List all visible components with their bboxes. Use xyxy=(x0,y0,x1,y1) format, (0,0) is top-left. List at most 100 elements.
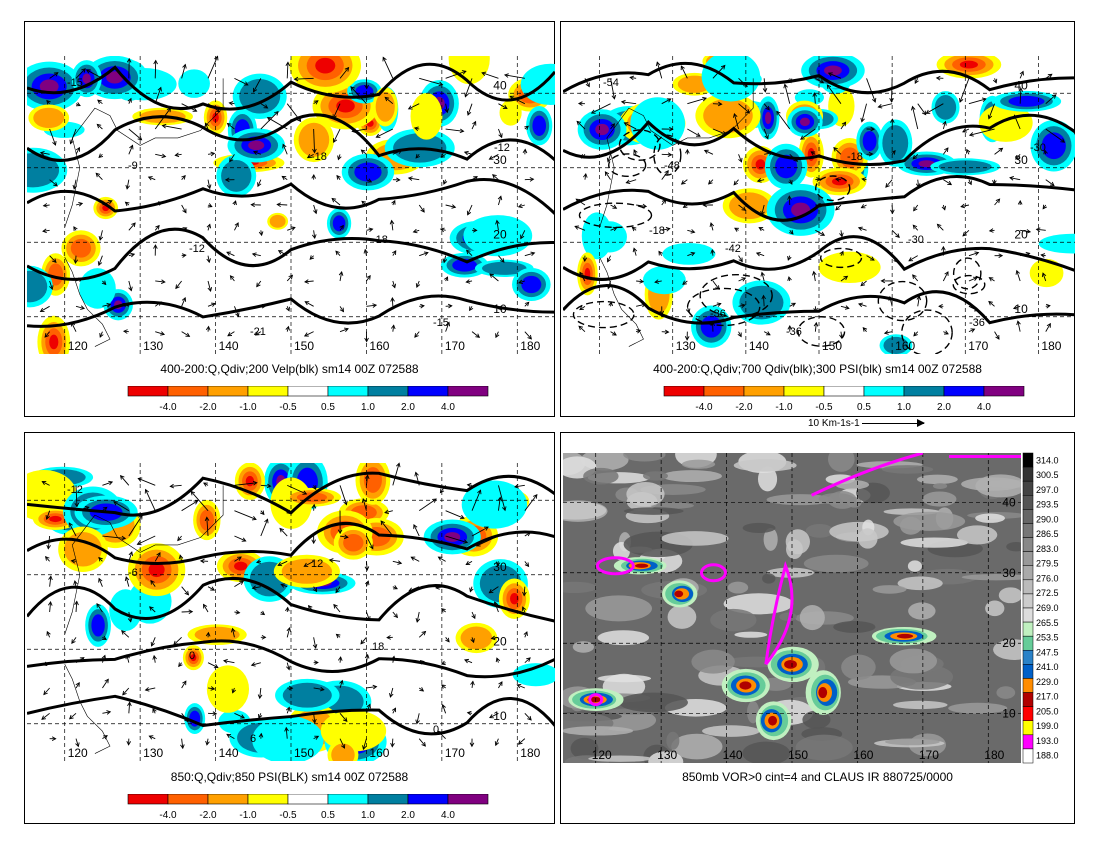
contour-label: 0 xyxy=(433,724,439,736)
wind-vector-head xyxy=(606,157,612,163)
wind-vector-head xyxy=(129,144,134,150)
wind-vector xyxy=(49,255,57,263)
panel-upper-qdiv-psi: -54 -48 -42 -36 -18 -30 -36 -30 -18 -36 130 140 150 1… xyxy=(560,21,1075,417)
convection-cell xyxy=(635,563,649,568)
wind-vector-head xyxy=(464,92,469,98)
wind-vector xyxy=(414,331,420,338)
wind-vector-head xyxy=(776,110,781,116)
wind-vector-head xyxy=(960,203,966,209)
lon-label: 120 xyxy=(592,748,612,762)
wind-vector-head xyxy=(188,609,194,615)
colorbar-swatch xyxy=(823,386,865,397)
wind-vector-head xyxy=(210,586,216,591)
wind-vector-head xyxy=(312,718,317,724)
wind-vector xyxy=(445,535,468,543)
wind-vector xyxy=(912,106,919,130)
wind-vector xyxy=(591,103,611,114)
wind-vector xyxy=(391,220,394,231)
wind-vector xyxy=(968,252,979,257)
wind-vector-head xyxy=(331,197,337,203)
qdiv-blob xyxy=(755,159,766,170)
wind-vector xyxy=(445,70,467,79)
grid-lines xyxy=(27,56,555,354)
wind-vector-head xyxy=(445,321,451,327)
wind-vector xyxy=(207,224,211,231)
wind-vector xyxy=(913,331,919,337)
cloud-patch xyxy=(572,641,595,653)
wind-vector-head xyxy=(364,653,370,659)
wind-vector xyxy=(207,255,210,263)
wind-vector-head xyxy=(204,122,209,128)
qdiv-blob xyxy=(49,334,59,350)
wind-vector-head xyxy=(366,275,371,280)
wind-vector xyxy=(994,198,1000,206)
ir-colorbar-label: 290.0 xyxy=(1036,514,1059,524)
cloud-patch xyxy=(588,755,653,762)
wind-vector-head xyxy=(304,301,310,306)
wind-vector-head xyxy=(880,278,886,284)
wind-vector-head xyxy=(1042,204,1047,210)
wind-vector-head xyxy=(839,250,844,256)
wind-vector-head xyxy=(160,331,166,336)
wind-vector-head xyxy=(787,195,792,200)
wind-vector-head xyxy=(967,180,972,186)
wind-vector xyxy=(313,586,317,592)
contour-label: -15 xyxy=(67,77,83,89)
wind-vector xyxy=(1009,177,1021,181)
wind-vector-head xyxy=(761,294,767,300)
wind-vector xyxy=(206,738,209,745)
wind-vector xyxy=(102,481,113,486)
wind-vector-head xyxy=(46,99,51,105)
colorbar-label: 0.5 xyxy=(321,810,335,821)
wind-vector-head xyxy=(860,204,866,209)
wind-vector-head xyxy=(46,544,51,550)
cloud-patch xyxy=(619,692,688,713)
wind-vector xyxy=(757,179,765,182)
wind-vector-head xyxy=(311,539,316,545)
ir-colorbar-swatch xyxy=(1022,495,1034,510)
wind-vector xyxy=(959,78,970,103)
wind-vector-head xyxy=(72,184,78,190)
lat-label: 20 xyxy=(1002,636,1016,650)
ir-colorbar-label: 269.0 xyxy=(1036,603,1059,613)
qdiv-blob xyxy=(452,258,477,272)
contour-label: 18 xyxy=(372,641,384,653)
wind-vector xyxy=(912,224,919,231)
wind-vector-head xyxy=(420,303,425,309)
wind-vector xyxy=(304,301,314,307)
wind-vector xyxy=(878,103,893,108)
colorbar-swatch xyxy=(127,794,169,805)
wind-vector xyxy=(125,576,130,587)
colorbar-label: -0.5 xyxy=(279,402,297,413)
wind-vector-head xyxy=(360,639,365,645)
wind-vector xyxy=(579,305,586,310)
colorbar-swatch xyxy=(783,386,825,397)
wind-vector xyxy=(687,128,701,137)
qdiv-blob xyxy=(70,238,92,258)
qdiv-blob xyxy=(959,60,978,69)
lon-label: 130 xyxy=(676,339,696,353)
wind-vector xyxy=(339,306,344,312)
wind-vector-head xyxy=(207,203,213,208)
contours xyxy=(27,62,555,328)
wind-vector xyxy=(496,220,499,231)
wind-vector xyxy=(466,249,473,256)
wind-vector-head xyxy=(868,151,874,157)
wind-vector-head xyxy=(131,222,136,228)
qdiv-blob xyxy=(499,99,522,126)
wind-vector-head xyxy=(42,203,48,208)
qdiv-blob xyxy=(934,95,957,120)
wind-vector-head xyxy=(307,604,313,610)
wind-vector-head xyxy=(503,73,509,78)
wind-vector-head xyxy=(39,151,45,156)
wind-vector-head xyxy=(52,140,57,146)
wind-vector-head xyxy=(243,81,249,86)
qdiv-blob xyxy=(354,162,382,182)
wind-vector-head xyxy=(737,332,742,338)
cloud-patch xyxy=(742,522,776,534)
wind-vector-head xyxy=(311,503,317,509)
wind-vector-head xyxy=(365,580,370,586)
wind-vector-head xyxy=(234,222,239,228)
wind-vector-head xyxy=(787,276,792,281)
wind-vector xyxy=(1036,228,1046,231)
